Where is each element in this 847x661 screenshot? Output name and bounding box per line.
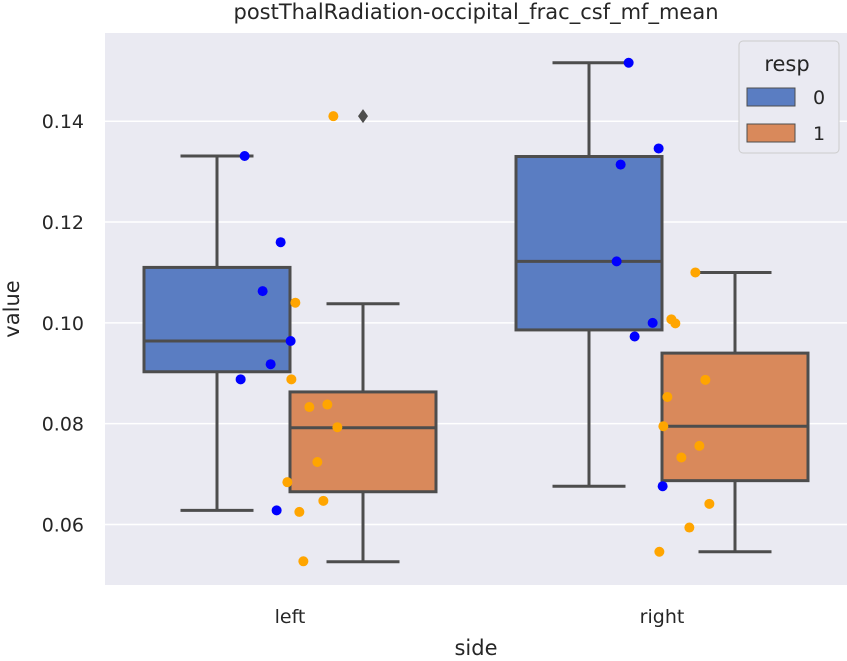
strip-point bbox=[704, 498, 715, 509]
strip-point bbox=[647, 317, 658, 328]
strip-point bbox=[235, 374, 246, 385]
box-group bbox=[660, 270, 810, 554]
y-tick-label: 0.08 bbox=[42, 414, 84, 436]
strip-point bbox=[670, 318, 681, 329]
box-iqr bbox=[288, 390, 438, 494]
strip-point bbox=[694, 440, 705, 451]
strip-point bbox=[257, 286, 268, 297]
strip-point bbox=[657, 481, 668, 492]
legend-title: resp bbox=[764, 52, 809, 76]
strip-point bbox=[676, 452, 687, 463]
strip-point bbox=[662, 391, 673, 402]
box-group bbox=[142, 154, 292, 512]
y-tick-label: 0.12 bbox=[42, 212, 84, 234]
y-tick-labels: 0.06 0.08 0.10 0.12 0.14 bbox=[42, 111, 84, 536]
legend-label-0: 0 bbox=[813, 87, 825, 109]
strip-point bbox=[290, 297, 301, 308]
strip-point bbox=[658, 421, 669, 432]
boxes bbox=[142, 61, 810, 564]
strip-point bbox=[265, 359, 276, 370]
strip-point bbox=[312, 456, 323, 467]
strip-points bbox=[235, 57, 715, 567]
strip-point bbox=[322, 399, 333, 410]
strip-point bbox=[629, 331, 640, 342]
strip-point bbox=[282, 477, 293, 488]
strip-point bbox=[690, 267, 701, 278]
box-group bbox=[514, 61, 664, 488]
strip-point bbox=[653, 143, 664, 154]
strip-point bbox=[285, 336, 296, 347]
legend-swatch-1 bbox=[746, 123, 796, 143]
box-iqr bbox=[142, 265, 292, 374]
x-tick-labels: left right bbox=[275, 606, 685, 628]
strip-point bbox=[271, 505, 282, 516]
x-tick-label: right bbox=[640, 606, 685, 628]
box-group bbox=[288, 109, 438, 564]
y-tick-label: 0.10 bbox=[42, 313, 84, 335]
chart-title: postThalRadiation-occipital_frac_csf_mf_… bbox=[233, 0, 718, 25]
strip-point bbox=[684, 522, 695, 533]
legend: resp 0 1 bbox=[738, 40, 840, 154]
box-iqr bbox=[514, 155, 664, 332]
legend-label-1: 1 bbox=[813, 123, 825, 145]
strip-point bbox=[615, 159, 626, 170]
strip-point bbox=[328, 111, 339, 122]
legend-swatch-0 bbox=[746, 87, 796, 107]
x-axis-label: side bbox=[454, 636, 497, 660]
strip-point bbox=[654, 546, 665, 557]
strip-point bbox=[304, 402, 315, 413]
strip-point bbox=[700, 374, 711, 385]
x-tick-label: left bbox=[275, 606, 306, 628]
strip-point bbox=[286, 374, 297, 385]
strip-point bbox=[275, 237, 286, 248]
strip-point bbox=[298, 556, 309, 567]
y-axis-label: value bbox=[0, 280, 24, 337]
strip-point bbox=[623, 57, 634, 68]
strip-point bbox=[332, 422, 343, 433]
outlier-marker bbox=[358, 109, 368, 124]
y-tick-label: 0.06 bbox=[42, 515, 84, 537]
strip-point bbox=[611, 256, 622, 267]
y-tick-label: 0.14 bbox=[42, 111, 84, 133]
strip-point bbox=[294, 506, 305, 517]
box-iqr bbox=[660, 351, 810, 483]
strip-point bbox=[318, 495, 329, 506]
strip-point bbox=[239, 151, 250, 162]
